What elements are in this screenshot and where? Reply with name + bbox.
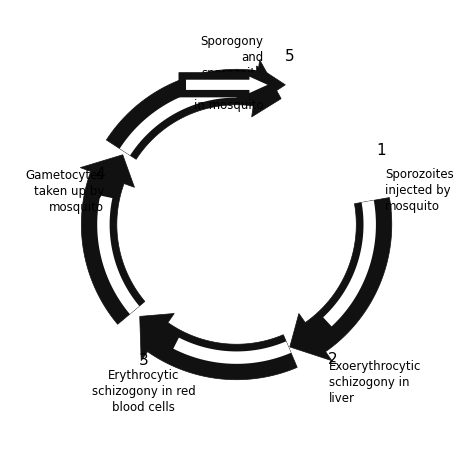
- Text: 1: 1: [376, 143, 385, 158]
- Polygon shape: [80, 155, 145, 324]
- Text: Gametocytes
taken up by
mosquito: Gametocytes taken up by mosquito: [26, 169, 104, 215]
- Text: 5: 5: [285, 48, 294, 64]
- Text: Sporogony
and
sporozoite
production
in mosquito: Sporogony and sporozoite production in m…: [193, 35, 263, 112]
- Polygon shape: [120, 85, 237, 155]
- Text: 2: 2: [328, 352, 338, 367]
- Polygon shape: [140, 313, 297, 380]
- Text: 3: 3: [139, 353, 149, 368]
- Polygon shape: [173, 338, 291, 364]
- Text: Sporozoites
injected by
mosquito: Sporozoites injected by mosquito: [385, 168, 454, 213]
- Polygon shape: [323, 200, 376, 326]
- Text: 4: 4: [95, 167, 104, 182]
- Polygon shape: [97, 195, 139, 314]
- Polygon shape: [290, 198, 392, 361]
- Polygon shape: [186, 77, 268, 93]
- Text: Exoerythrocytic
schizogony in
liver: Exoerythrocytic schizogony in liver: [328, 360, 421, 405]
- Polygon shape: [106, 60, 281, 159]
- Polygon shape: [179, 66, 285, 104]
- Text: Erythrocytic
schizogony in red
blood cells: Erythrocytic schizogony in red blood cel…: [92, 370, 196, 414]
